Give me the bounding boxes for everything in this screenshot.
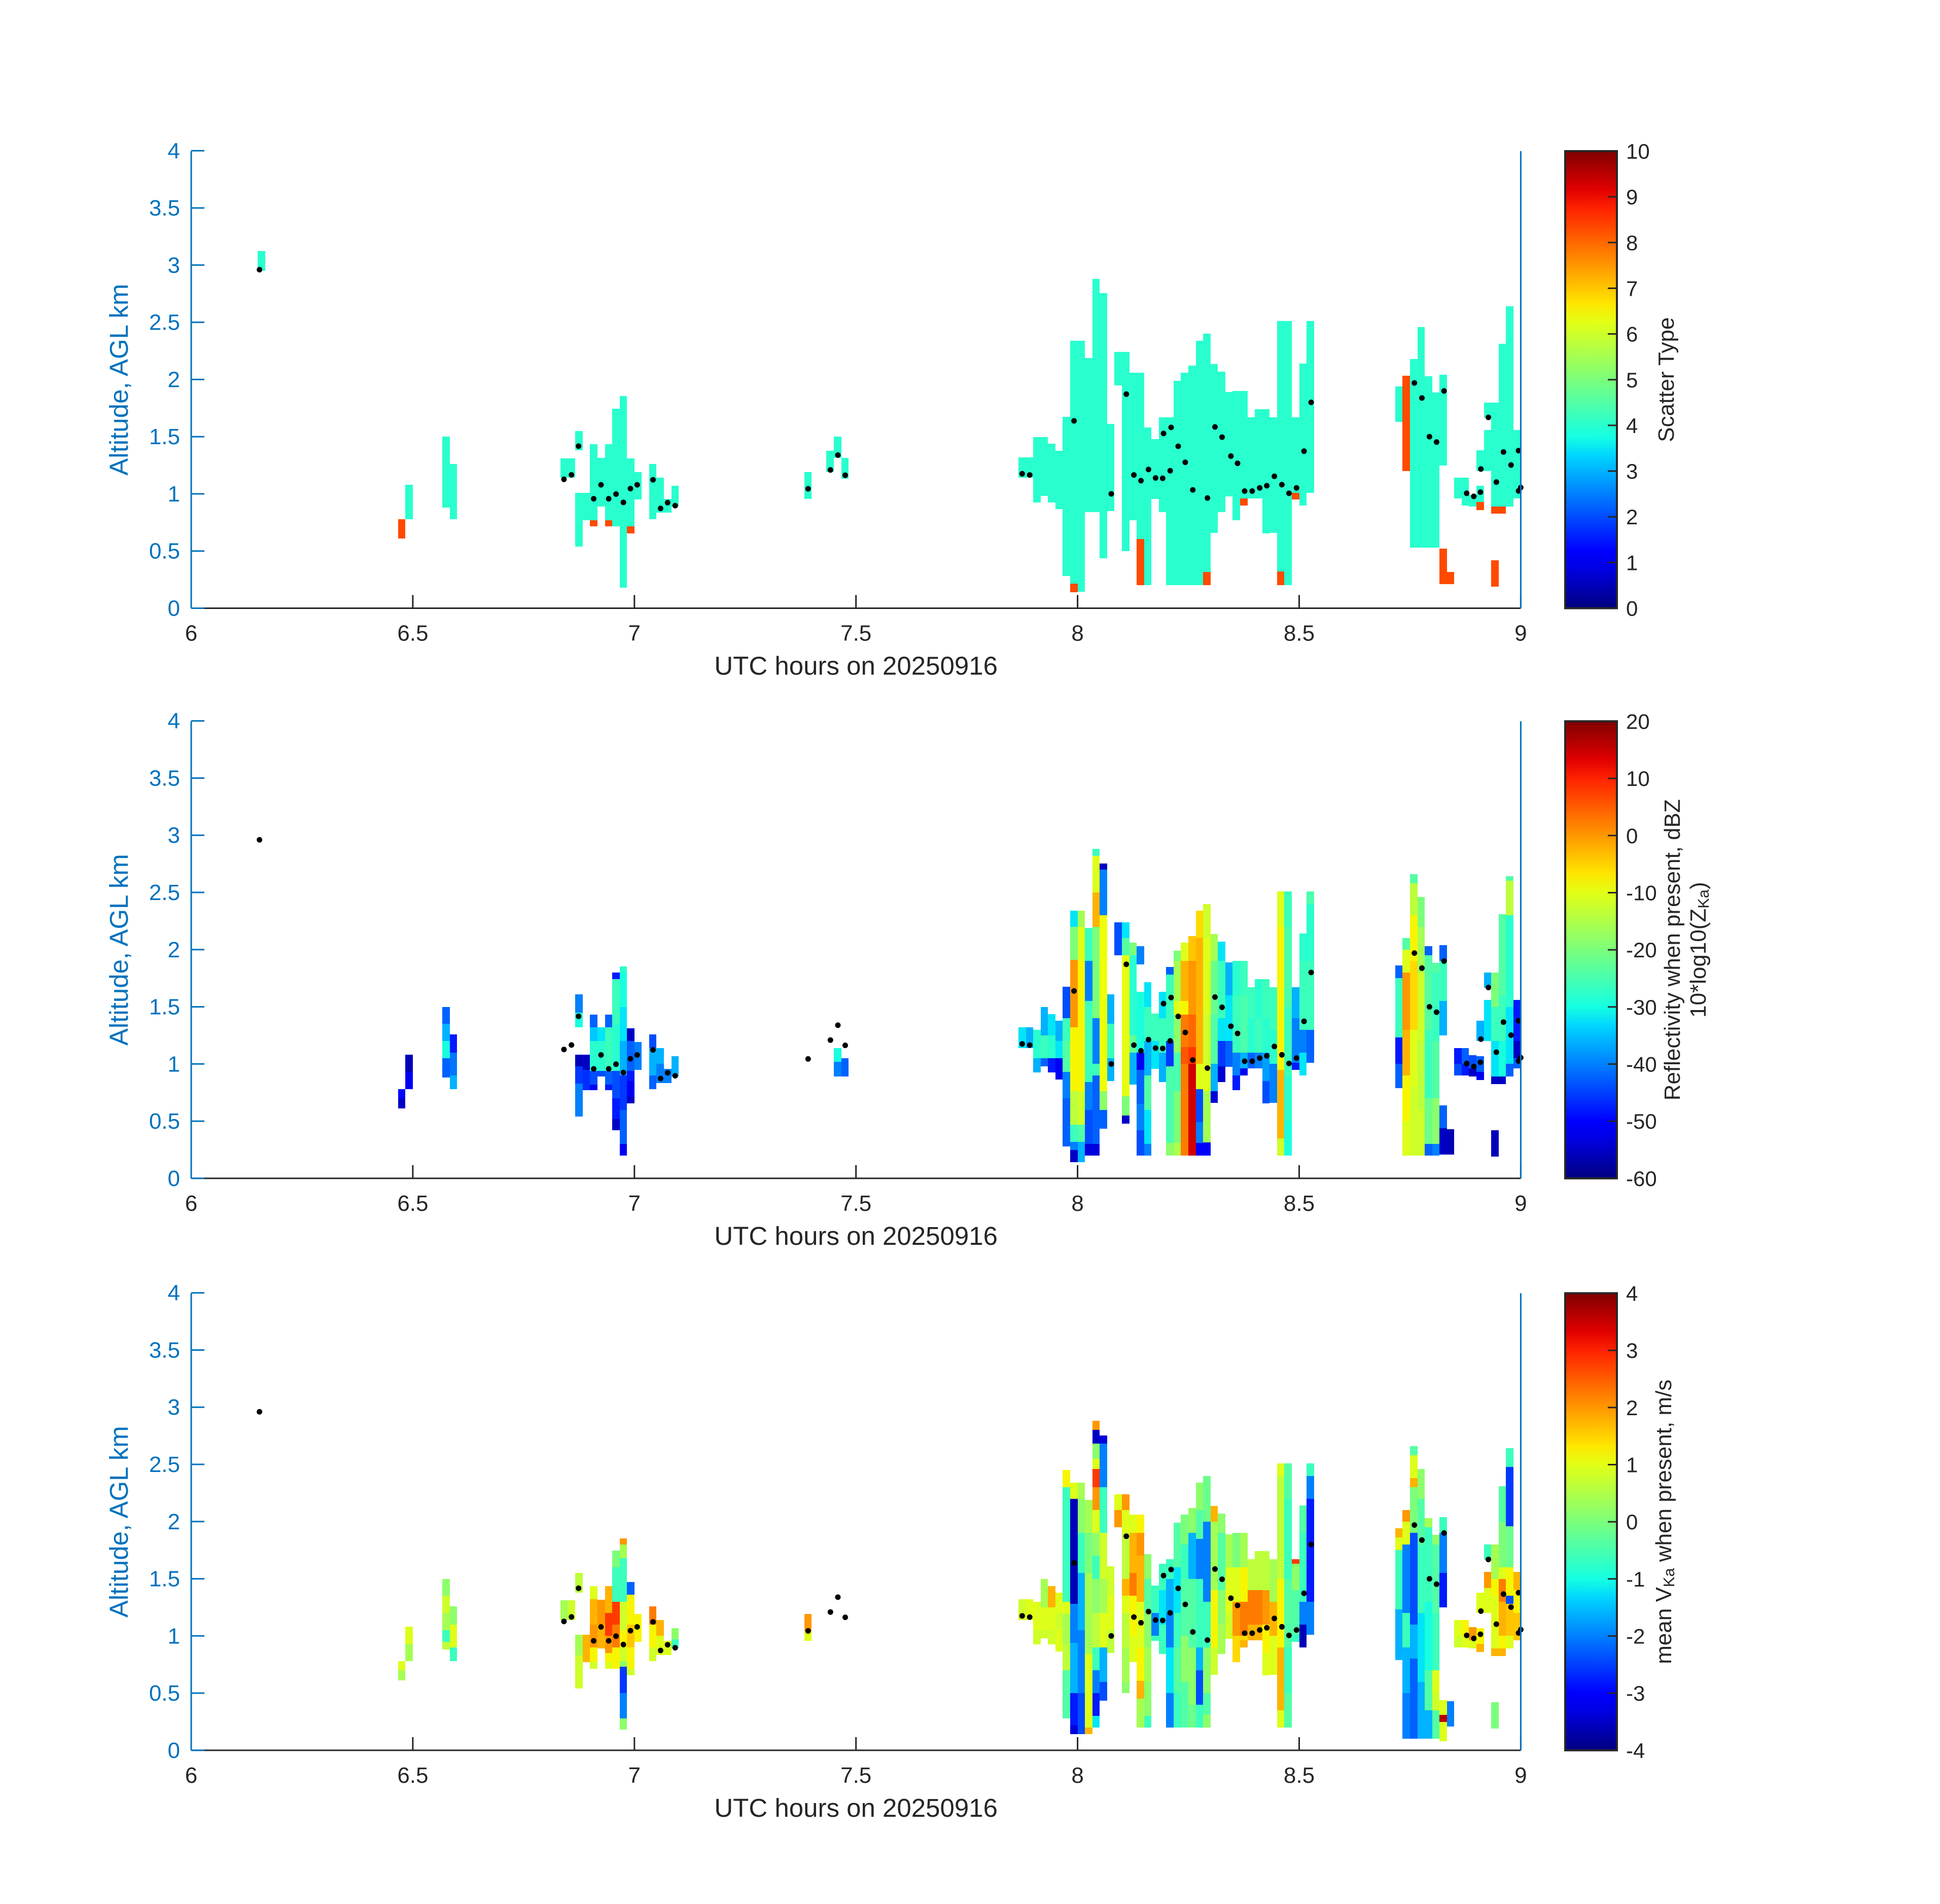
svg-text:7: 7 bbox=[628, 621, 641, 646]
svg-text:6: 6 bbox=[185, 1763, 197, 1788]
svg-text:1: 1 bbox=[1626, 551, 1638, 574]
svg-text:UTC hours on 20250916: UTC hours on 20250916 bbox=[714, 652, 998, 680]
svg-text:7.5: 7.5 bbox=[840, 1763, 871, 1788]
svg-text:-1: -1 bbox=[1626, 1567, 1645, 1591]
svg-text:0: 0 bbox=[168, 1166, 180, 1191]
svg-text:4: 4 bbox=[1626, 1281, 1638, 1305]
svg-text:7: 7 bbox=[1626, 277, 1638, 301]
svg-text:-10: -10 bbox=[1626, 881, 1657, 905]
svg-text:-20: -20 bbox=[1626, 938, 1657, 962]
svg-text:2: 2 bbox=[168, 938, 180, 962]
svg-text:3.5: 3.5 bbox=[149, 1338, 180, 1363]
svg-text:1.5: 1.5 bbox=[149, 995, 180, 1020]
svg-text:9: 9 bbox=[1514, 621, 1527, 646]
svg-text:-40: -40 bbox=[1626, 1053, 1657, 1076]
svg-text:4: 4 bbox=[168, 1281, 180, 1306]
svg-text:7: 7 bbox=[628, 1191, 641, 1216]
svg-text:-60: -60 bbox=[1626, 1167, 1657, 1191]
svg-text:9: 9 bbox=[1514, 1191, 1527, 1216]
svg-text:7: 7 bbox=[628, 1763, 641, 1788]
svg-text:-30: -30 bbox=[1626, 995, 1657, 1019]
svg-text:6: 6 bbox=[185, 1191, 197, 1216]
svg-text:0.5: 0.5 bbox=[149, 1109, 180, 1134]
svg-text:9: 9 bbox=[1514, 1763, 1527, 1788]
svg-text:Altitude, AGL km: Altitude, AGL km bbox=[104, 1426, 133, 1618]
svg-text:6: 6 bbox=[1626, 322, 1638, 346]
svg-text:0: 0 bbox=[1626, 597, 1638, 621]
svg-text:0: 0 bbox=[168, 1738, 180, 1763]
svg-text:6.5: 6.5 bbox=[397, 1763, 428, 1788]
svg-text:0: 0 bbox=[1626, 1510, 1638, 1534]
svg-text:7.5: 7.5 bbox=[840, 621, 871, 646]
svg-text:1: 1 bbox=[168, 1624, 180, 1648]
svg-text:-2: -2 bbox=[1626, 1625, 1645, 1648]
svg-text:2.5: 2.5 bbox=[149, 1452, 180, 1477]
svg-text:Altitude, AGL km: Altitude, AGL km bbox=[104, 854, 133, 1046]
svg-text:2: 2 bbox=[168, 367, 180, 392]
svg-text:6: 6 bbox=[185, 621, 197, 646]
svg-text:-4: -4 bbox=[1626, 1739, 1645, 1763]
svg-text:8.5: 8.5 bbox=[1284, 1763, 1315, 1788]
svg-text:7.5: 7.5 bbox=[840, 1191, 871, 1216]
svg-text:0.5: 0.5 bbox=[149, 1681, 180, 1706]
svg-text:1.5: 1.5 bbox=[149, 1567, 180, 1592]
svg-text:20: 20 bbox=[1626, 709, 1650, 733]
svg-text:2.5: 2.5 bbox=[149, 880, 180, 905]
svg-text:0.5: 0.5 bbox=[149, 539, 180, 564]
svg-text:2: 2 bbox=[1626, 505, 1638, 529]
svg-text:1: 1 bbox=[168, 1052, 180, 1076]
svg-text:3: 3 bbox=[1626, 1339, 1638, 1362]
svg-text:3: 3 bbox=[168, 1395, 180, 1420]
svg-text:Altitude, AGL km: Altitude, AGL km bbox=[104, 284, 133, 476]
svg-text:6.5: 6.5 bbox=[397, 1191, 428, 1216]
svg-text:3: 3 bbox=[1626, 459, 1638, 483]
svg-text:8: 8 bbox=[1071, 1763, 1083, 1788]
svg-text:0: 0 bbox=[168, 596, 180, 621]
svg-text:1: 1 bbox=[168, 482, 180, 507]
svg-text:0: 0 bbox=[1626, 824, 1638, 848]
svg-text:1: 1 bbox=[1626, 1453, 1638, 1477]
svg-text:2: 2 bbox=[168, 1510, 180, 1534]
svg-text:UTC hours on 20250916: UTC hours on 20250916 bbox=[714, 1222, 998, 1250]
svg-text:mean VKa when present, m/s: mean VKa when present, m/s bbox=[1651, 1380, 1678, 1664]
svg-text:2.5: 2.5 bbox=[149, 310, 180, 335]
svg-text:8: 8 bbox=[1071, 1191, 1083, 1216]
svg-text:9: 9 bbox=[1626, 185, 1638, 209]
svg-text:4: 4 bbox=[1626, 414, 1638, 438]
svg-text:10: 10 bbox=[1626, 139, 1650, 163]
svg-text:8: 8 bbox=[1071, 621, 1083, 646]
svg-text:3: 3 bbox=[168, 253, 180, 278]
svg-text:-50: -50 bbox=[1626, 1109, 1657, 1133]
svg-text:Reflectivity when present, dBZ: Reflectivity when present, dBZ bbox=[1660, 799, 1685, 1100]
svg-text:6.5: 6.5 bbox=[397, 621, 428, 646]
svg-text:UTC hours on 20250916: UTC hours on 20250916 bbox=[714, 1793, 998, 1822]
svg-text:10: 10 bbox=[1626, 767, 1650, 791]
svg-text:-3: -3 bbox=[1626, 1681, 1645, 1705]
svg-text:5: 5 bbox=[1626, 368, 1638, 392]
svg-text:1.5: 1.5 bbox=[149, 424, 180, 449]
svg-text:4: 4 bbox=[168, 138, 180, 163]
svg-text:3.5: 3.5 bbox=[149, 196, 180, 221]
svg-text:3.5: 3.5 bbox=[149, 766, 180, 791]
svg-text:2: 2 bbox=[1626, 1396, 1638, 1420]
svg-text:8.5: 8.5 bbox=[1284, 1191, 1315, 1216]
svg-text:3: 3 bbox=[168, 823, 180, 848]
svg-text:4: 4 bbox=[168, 709, 180, 734]
svg-text:8.5: 8.5 bbox=[1284, 621, 1315, 646]
svg-text:8: 8 bbox=[1626, 231, 1638, 255]
svg-text:Scatter Type: Scatter Type bbox=[1654, 317, 1679, 442]
